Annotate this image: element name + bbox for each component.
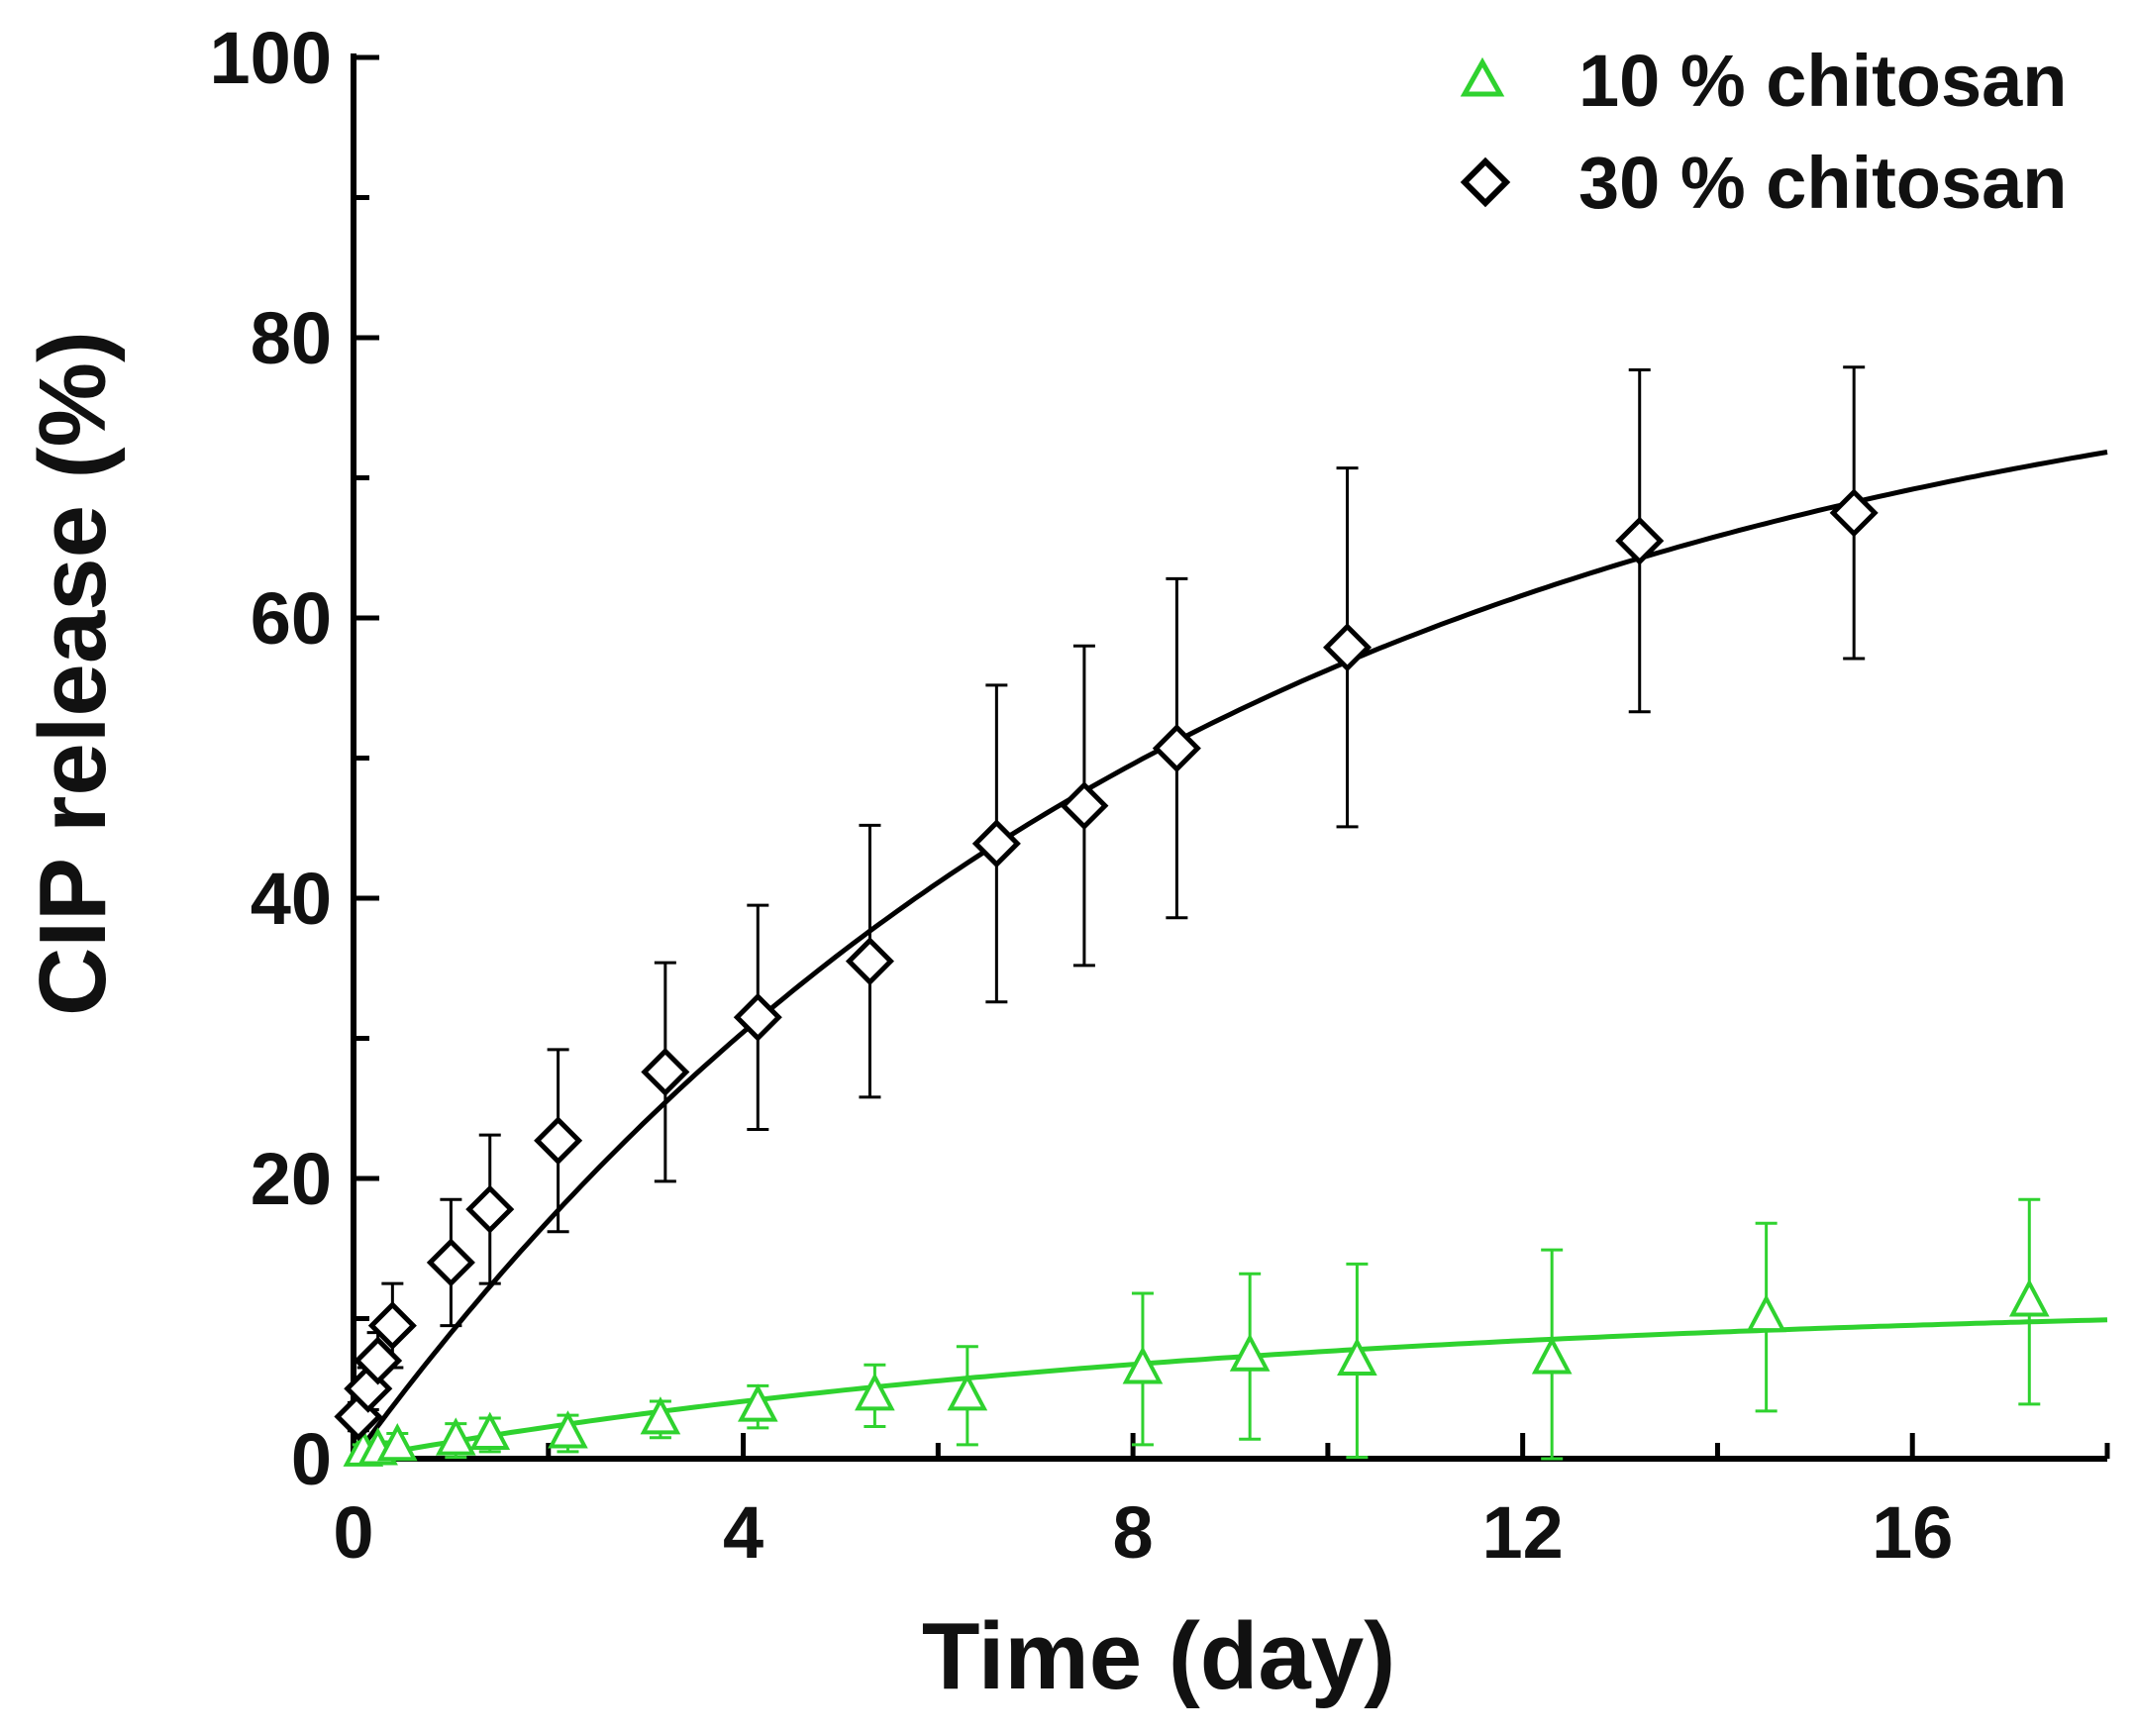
data-point-10-chitosan xyxy=(1746,1293,1786,1333)
fit-curve-30-chitosan xyxy=(351,450,2108,1461)
x-tick-label: 8 xyxy=(1113,1491,1154,1574)
x-tick-label: 12 xyxy=(1482,1491,1564,1574)
data-point-10-chitosan xyxy=(548,1410,588,1449)
legend-marker-diamond xyxy=(1460,156,1511,208)
legend-item-30-chitosan: 30 % chitosan xyxy=(1460,142,2068,224)
y-tick-label: 100 xyxy=(210,17,332,99)
data-point-10-chitosan xyxy=(855,1373,895,1411)
x-axis-title: Time (day) xyxy=(922,1603,1395,1709)
y-tick-label: 80 xyxy=(251,297,332,379)
data-point-10-chitosan xyxy=(1337,1337,1377,1376)
data-point-10-chitosan xyxy=(1122,1346,1164,1384)
data-point-30-chitosan xyxy=(733,992,782,1042)
data-point-10-chitosan xyxy=(2008,1278,2050,1317)
data-point-10-chitosan xyxy=(640,1396,681,1435)
fit-curves xyxy=(351,450,2108,1462)
y-tick-label: 0 xyxy=(291,1418,332,1500)
data-point-30-chitosan xyxy=(465,1184,515,1234)
data-point-10-chitosan xyxy=(469,1411,511,1450)
tick-labels: 0 20 40 60 80 100 0 4 8 12 16 xyxy=(210,17,1954,1574)
x-tick-label: 16 xyxy=(1872,1491,1953,1574)
y-tick-label: 60 xyxy=(251,577,332,660)
legend: 10 % chitosan 30 % chitosan xyxy=(1460,40,2068,224)
data-point-30-chitosan xyxy=(1152,724,1201,773)
y-tick-label: 40 xyxy=(251,858,332,940)
data-point-30-chitosan xyxy=(1060,781,1109,831)
data-point-30-chitosan xyxy=(845,937,894,986)
data-point-30-chitosan xyxy=(534,1116,583,1166)
x-tick-label: 4 xyxy=(723,1491,763,1574)
data-point-10-chitosan xyxy=(947,1373,988,1411)
y-tick-label: 20 xyxy=(251,1138,332,1220)
data-point-30-chitosan xyxy=(1323,623,1372,672)
x-tick-label: 0 xyxy=(333,1491,373,1574)
data-point-10-chitosan xyxy=(376,1423,418,1462)
data-point-30-chitosan xyxy=(971,819,1021,868)
axes xyxy=(351,53,2110,1462)
fit-curve-10-chitosan xyxy=(353,1317,2108,1462)
data-point-10-chitosan xyxy=(1531,1336,1573,1375)
legend-label-30-chitosan: 30 % chitosan xyxy=(1578,142,2068,224)
legend-item-10-chitosan: 10 % chitosan xyxy=(1460,40,2068,122)
data-point-10-chitosan xyxy=(435,1417,476,1456)
data-point-10-chitosan xyxy=(1229,1333,1271,1372)
data-point-30-chitosan xyxy=(426,1238,475,1287)
legend-label-10-chitosan: 10 % chitosan xyxy=(1578,40,2068,122)
legend-marker-triangle xyxy=(1460,56,1505,97)
data-point-30-chitosan xyxy=(354,1336,403,1385)
data-point-10-chitosan xyxy=(737,1383,778,1422)
y-axis-title: CIP release (%) xyxy=(20,331,126,1016)
data-point-30-chitosan xyxy=(1615,516,1665,565)
data-point-30-chitosan xyxy=(1829,488,1879,538)
data-point-30-chitosan xyxy=(641,1047,690,1096)
error-bars xyxy=(347,365,2041,1461)
data-point-30-chitosan xyxy=(367,1301,417,1351)
data-points xyxy=(334,488,2050,1467)
